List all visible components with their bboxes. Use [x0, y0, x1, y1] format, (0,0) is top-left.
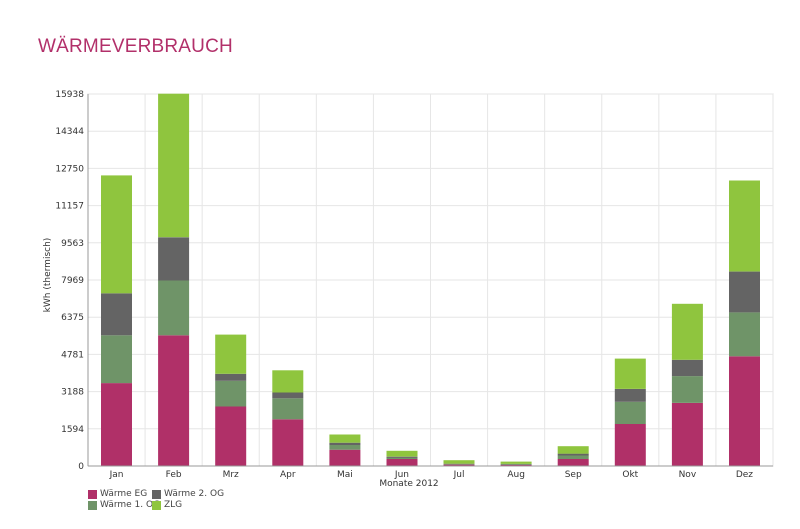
- y-tick-label: 9563: [61, 239, 84, 249]
- chart-title: WÄRMEVERBRAUCH: [38, 36, 233, 57]
- bar-segment: [729, 271, 760, 313]
- bar-segment: [557, 446, 589, 454]
- y-tick-label: 4781: [61, 350, 84, 360]
- bar-segment: [101, 175, 132, 294]
- y-tick-label: 14344: [55, 127, 84, 137]
- legend-item-waerme-2-og: Wärme 2. OG: [152, 489, 224, 499]
- legend-swatch: [152, 500, 161, 510]
- bar-segment: [614, 358, 646, 389]
- y-axis-label: kWh (thermisch): [43, 238, 53, 313]
- y-tick-label: 1594: [61, 425, 84, 435]
- bar-segment: [443, 463, 475, 465]
- bar-segment: [671, 403, 703, 466]
- bar-segment: [614, 424, 646, 466]
- legend-label: Wärme 1. OG: [100, 500, 161, 510]
- x-tick-label: Sep: [565, 470, 582, 480]
- bar-segment: [500, 463, 532, 465]
- bar-segment: [500, 461, 532, 464]
- bar-segment: [500, 464, 532, 465]
- y-tick-label: 0: [78, 462, 84, 472]
- bar-segment: [386, 459, 418, 466]
- legend-label: Wärme 2. OG: [164, 489, 225, 499]
- bar-segment: [386, 456, 418, 458]
- legend-item-waerme-1-og: Wärme 1. OG: [88, 500, 160, 510]
- bar-segment: [215, 373, 247, 381]
- bar-segment: [329, 434, 361, 443]
- bar-segment: [443, 464, 475, 465]
- x-tick-label: Nov: [679, 470, 697, 480]
- bar-segment: [158, 280, 190, 336]
- bar-segment: [614, 401, 646, 424]
- x-tick-label: Jan: [109, 470, 124, 480]
- bar-segment: [557, 455, 589, 459]
- y-tick-label: 12750: [55, 164, 84, 174]
- bars: [101, 93, 760, 466]
- y-tick-label: 7969: [61, 276, 84, 286]
- legend-swatch: [152, 489, 161, 499]
- x-axis-label: Monate 2012: [379, 479, 438, 489]
- legend-label: ZLG: [164, 500, 183, 510]
- bar-segment: [329, 445, 361, 450]
- bar-segment: [272, 370, 304, 393]
- legend-item-waerme-eg: Wärme EG: [88, 489, 147, 499]
- bar-segment: [158, 237, 190, 281]
- x-tick-label: Mrz: [223, 470, 239, 480]
- bar-segment: [272, 392, 304, 399]
- legend-swatch: [88, 489, 97, 499]
- x-tick-label: Jun: [394, 470, 409, 480]
- legend-item-zlg: ZLG: [152, 500, 182, 510]
- bar-segment: [386, 450, 418, 457]
- y-tick-label: 11157: [55, 202, 84, 212]
- bar-segment: [215, 406, 247, 466]
- bar-segment: [671, 376, 703, 403]
- x-tick-label: Okt: [622, 470, 638, 480]
- grid: [87, 93, 774, 467]
- bar-segment: [158, 93, 190, 238]
- axes: 0 1594 3188 4781 6375 7969 9563 11157 12750 14344…: [55, 90, 773, 480]
- bar-segment: [329, 442, 361, 445]
- bar-segment: [386, 457, 418, 459]
- bar-segment: [729, 180, 760, 272]
- bar-segment: [729, 356, 760, 466]
- legend-swatch: [88, 500, 97, 510]
- bar-segment: [671, 359, 703, 377]
- x-tick-label: Mai: [337, 470, 353, 480]
- bar-segment: [729, 312, 760, 357]
- y-tick-label: 15938: [55, 90, 84, 100]
- bar-segment: [614, 389, 646, 402]
- y-tick-label: 3188: [61, 388, 84, 398]
- bar-segment: [557, 453, 589, 456]
- x-tick-label: Dez: [736, 470, 753, 480]
- x-tick-label: Aug: [507, 470, 525, 480]
- bar-segment: [443, 460, 475, 464]
- bar-segment: [500, 464, 532, 466]
- legend-label: Wärme EG: [100, 489, 148, 499]
- bar-segment: [272, 419, 304, 466]
- bar-segment: [329, 449, 361, 466]
- bar-segment: [101, 383, 132, 466]
- bar-segment: [671, 303, 703, 360]
- x-tick-label: Jul: [453, 470, 465, 480]
- bar-segment: [557, 459, 589, 466]
- bar-segment: [101, 293, 132, 336]
- x-tick-label: Feb: [166, 470, 182, 480]
- x-tick-label: Apr: [280, 470, 296, 480]
- y-tick-label: 6375: [61, 313, 84, 323]
- bar-segment: [215, 334, 247, 374]
- bar-segment: [158, 335, 190, 466]
- bar-segment: [272, 398, 304, 420]
- bar-segment: [215, 380, 247, 407]
- bar-segment: [443, 464, 475, 466]
- bar-segment: [101, 335, 132, 384]
